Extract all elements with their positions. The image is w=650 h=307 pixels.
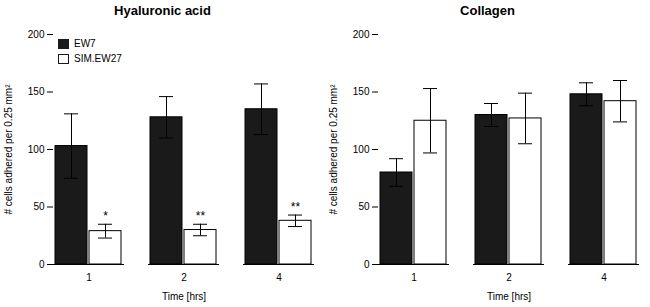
svg-text:4: 4 [276, 272, 282, 283]
svg-text:*: * [103, 209, 108, 223]
svg-text:4: 4 [601, 272, 607, 283]
svg-text:**: ** [196, 209, 206, 223]
svg-text:Time [hrs]: Time [hrs] [162, 291, 206, 302]
svg-text:# cells adhered per 0.25 mm²: # cells adhered per 0.25 mm² [328, 84, 339, 215]
svg-text:2: 2 [506, 272, 512, 283]
svg-text:1: 1 [411, 272, 417, 283]
svg-text:150: 150 [353, 86, 370, 97]
svg-text:Time [hrs]: Time [hrs] [487, 291, 531, 302]
svg-text:0: 0 [364, 259, 370, 270]
svg-text:50: 50 [358, 201, 370, 212]
svg-text:# cells adhered per 0.25 mm²: # cells adhered per 0.25 mm² [3, 84, 14, 215]
svg-text:150: 150 [28, 86, 45, 97]
html-text:EW7: EW7 [74, 38, 96, 49]
svg-text:0: 0 [39, 259, 45, 270]
html-text:SIM.EW27: SIM.EW27 [74, 53, 122, 64]
svg-text:**: ** [291, 200, 301, 214]
svg-text:50: 50 [33, 201, 45, 212]
svg-text:2: 2 [181, 272, 187, 283]
html-text:Hyaluronic acid: Hyaluronic acid [114, 3, 211, 18]
svg-text:200: 200 [353, 29, 370, 40]
svg-text:100: 100 [28, 144, 45, 155]
svg-text:1: 1 [86, 272, 92, 283]
html-text:Collagen: Collagen [460, 3, 515, 18]
svg-text:100: 100 [353, 144, 370, 155]
svg-text:200: 200 [28, 29, 45, 40]
